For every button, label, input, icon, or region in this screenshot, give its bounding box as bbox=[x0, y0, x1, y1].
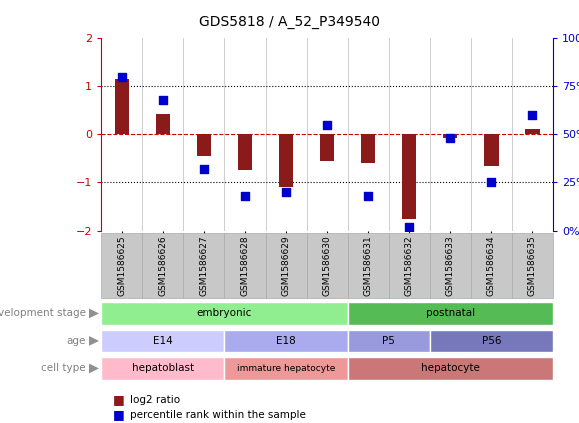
Bar bbox=[347, 302, 553, 325]
Text: P56: P56 bbox=[482, 336, 501, 346]
Text: development stage: development stage bbox=[0, 308, 86, 319]
Bar bbox=[389, 233, 430, 298]
Text: E18: E18 bbox=[276, 336, 296, 346]
Text: ■: ■ bbox=[113, 408, 124, 421]
Bar bbox=[347, 233, 389, 298]
Bar bbox=[101, 233, 142, 298]
Text: GSM1586627: GSM1586627 bbox=[200, 235, 208, 296]
Point bbox=[240, 192, 250, 199]
Bar bbox=[512, 233, 553, 298]
Bar bbox=[101, 302, 347, 325]
Bar bbox=[347, 357, 553, 380]
Text: GSM1586635: GSM1586635 bbox=[528, 235, 537, 296]
Bar bbox=[307, 233, 347, 298]
Bar bbox=[197, 135, 211, 156]
Bar bbox=[184, 233, 225, 298]
Point bbox=[405, 223, 414, 230]
Text: ■: ■ bbox=[113, 393, 124, 406]
Bar bbox=[266, 233, 307, 298]
Text: hepatocyte: hepatocyte bbox=[421, 363, 480, 374]
Text: hepatoblast: hepatoblast bbox=[132, 363, 194, 374]
Text: GSM1586632: GSM1586632 bbox=[405, 235, 414, 296]
Text: postnatal: postnatal bbox=[426, 308, 475, 319]
Bar bbox=[430, 330, 553, 352]
Text: GSM1586625: GSM1586625 bbox=[118, 235, 126, 296]
Point bbox=[487, 179, 496, 186]
Bar bbox=[142, 233, 184, 298]
Text: GSM1586631: GSM1586631 bbox=[364, 235, 373, 296]
Bar bbox=[156, 114, 170, 135]
Point bbox=[528, 112, 537, 118]
Text: GSM1586630: GSM1586630 bbox=[323, 235, 332, 296]
Bar bbox=[443, 135, 457, 138]
Point bbox=[199, 165, 208, 172]
Bar bbox=[402, 135, 416, 219]
Text: GSM1586629: GSM1586629 bbox=[281, 235, 291, 296]
Point bbox=[446, 135, 455, 142]
Bar bbox=[225, 233, 266, 298]
Point bbox=[158, 96, 167, 103]
Text: log2 ratio: log2 ratio bbox=[130, 395, 181, 405]
Text: embryonic: embryonic bbox=[197, 308, 252, 319]
Bar bbox=[484, 135, 499, 165]
Text: age: age bbox=[67, 336, 86, 346]
Polygon shape bbox=[89, 308, 99, 319]
Text: GSM1586628: GSM1586628 bbox=[240, 235, 250, 296]
Text: cell type: cell type bbox=[41, 363, 86, 374]
Bar bbox=[279, 135, 293, 187]
Bar bbox=[430, 233, 471, 298]
Point bbox=[117, 73, 126, 80]
Point bbox=[281, 189, 291, 195]
Bar bbox=[238, 135, 252, 170]
Text: GSM1586634: GSM1586634 bbox=[487, 235, 496, 296]
Text: GSM1586633: GSM1586633 bbox=[446, 235, 455, 296]
Bar bbox=[347, 330, 430, 352]
Bar bbox=[101, 330, 225, 352]
Text: percentile rank within the sample: percentile rank within the sample bbox=[130, 409, 306, 420]
Text: GDS5818 / A_52_P349540: GDS5818 / A_52_P349540 bbox=[199, 15, 380, 29]
Bar bbox=[101, 357, 225, 380]
Polygon shape bbox=[89, 363, 99, 374]
Text: immature hepatocyte: immature hepatocyte bbox=[237, 364, 335, 373]
Bar bbox=[525, 129, 540, 135]
Bar bbox=[471, 233, 512, 298]
Polygon shape bbox=[89, 336, 99, 346]
Point bbox=[323, 121, 332, 128]
Bar bbox=[225, 330, 347, 352]
Point bbox=[364, 192, 373, 199]
Text: P5: P5 bbox=[382, 336, 395, 346]
Bar bbox=[225, 357, 347, 380]
Text: GSM1586626: GSM1586626 bbox=[159, 235, 167, 296]
Bar bbox=[115, 79, 129, 135]
Bar bbox=[320, 135, 334, 161]
Bar bbox=[361, 135, 375, 163]
Text: E14: E14 bbox=[153, 336, 173, 346]
